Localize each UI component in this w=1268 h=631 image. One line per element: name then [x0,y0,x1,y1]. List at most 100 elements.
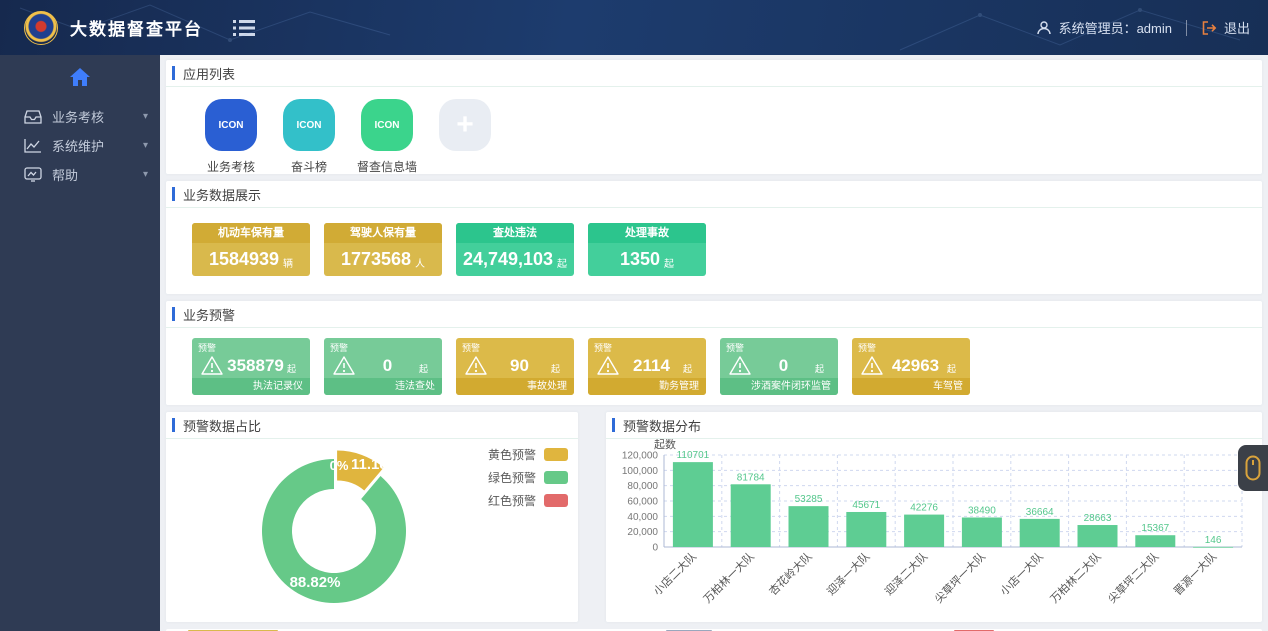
warning-triangle-icon [597,356,619,375]
app-shortcut[interactable]: ICON 奋斗榜 [270,99,348,174]
app-shortcut[interactable]: ICON 督查信息墙 [348,99,426,174]
charts-row: 预警数据占比 0% 11.18% 88.82% 黄色预警 绿色预警 红色预警 预警数据分… [166,412,1262,629]
warning-unit: 起 [550,364,560,374]
section-accent-bar [172,418,175,432]
warning-count: 0 [778,355,789,375]
x-category-label: 小店二大队 [650,549,699,598]
donut-panel-header: 预警数据占比 [166,412,578,439]
app-icon: ICON [283,99,335,151]
section-accent-bar [172,307,175,321]
sidebar-item-3[interactable]: 帮助 ▾ [0,160,160,189]
chevron-down-icon: ▾ [142,140,148,151]
legend-swatch [544,471,568,484]
warning-triangle-icon [333,356,355,375]
sidebar-menu: 业务考核 ▾ 系统维护 ▾ 帮助 ▾ [0,102,160,189]
warning-triangle-icon [861,356,883,375]
stat-card-value: 1584939 [208,249,280,269]
warning-unit: 起 [682,364,692,374]
current-user[interactable]: 系统管理员：admin [1036,18,1172,37]
bar [788,506,829,547]
stat-card: 处理事故 1350 起 [588,223,706,276]
x-category-label: 小店一大队 [997,549,1046,598]
stat-card-value-row: 24,749,103 起 [456,243,574,276]
warning-unit: 起 [286,364,296,374]
stat-card-unit: 人 [415,258,426,270]
legend-item[interactable]: 绿色预警 [488,469,568,486]
warning-card[interactable]: 预警 0 起涉酒案件闭环监管 [720,338,838,395]
stat-card-unit: 辆 [283,258,294,270]
legend-swatch [544,494,568,507]
bar [961,517,1002,547]
bar [672,462,713,547]
warning-card[interactable]: 预警 42963 起车驾管 [852,338,970,395]
y-tick-label: 0 [652,543,658,554]
help-screen-icon [24,167,42,182]
app-shortcut[interactable]: ICON 业务考核 [192,99,270,174]
bar-value-label: 28663 [1084,513,1112,524]
mouse-icon [1245,455,1261,481]
collapse-menu-icon[interactable] [233,19,255,37]
police-badge-logo [24,10,58,45]
sidebar-home-button[interactable] [0,55,160,102]
home-icon [70,68,90,86]
bar [904,514,945,547]
warning-card-label: 车驾管 [852,378,970,395]
stat-card-value-row: 1584939 辆 [192,243,310,276]
stat-card-value: 24,749,103 [462,249,554,269]
stat-cards: 机动车保有量 1584939 辆驾驶人保有量 1773568 人查处违法 24,749,1… [166,208,1262,294]
bar-ylabel: 起数 [654,439,676,451]
donut-section-title: 预警数据占比 [183,418,262,434]
user-icon [1036,20,1051,34]
bar-value-label: 36664 [1026,507,1054,518]
app-icon: ICON [361,99,413,151]
warning-tag: 预警 [726,343,745,353]
legend-item[interactable]: 黄色预警 [488,446,568,463]
warning-card[interactable]: 预警 358879 起执法记录仪 [192,338,310,395]
warning-card[interactable]: 预警 90 起事故处理 [456,338,574,395]
legend-item[interactable]: 红色预警 [488,492,568,509]
x-category-label: 杏花岭大队 [766,549,815,598]
warnings-section-title: 业务预警 [183,307,236,323]
scroll-mouse-widget[interactable] [1238,445,1268,491]
warning-card-label: 事故处理 [456,378,574,395]
warning-triangle-icon [201,356,223,375]
stat-card-value-row: 1773568 人 [324,243,442,276]
warning-card[interactable]: 预警 0 起违法查处 [324,338,442,395]
apps-panel-header: 应用列表 [166,60,1262,87]
stat-card: 机动车保有量 1584939 辆 [192,223,310,276]
app-label: 业务考核 [206,160,255,174]
warnings-panel: 业务预警 预警 358879 起执法记录仪 预警 0 起违法查处 预警 90 起事故处理 预警 21… [166,301,1262,405]
inbox-icon [24,110,42,124]
x-category-label: 尖草坪一大队 [931,549,988,606]
bar-panel: 预警数据分布 起数 0 20,000 40,000 60,000 80,000 100,00… [606,412,1262,622]
sidebar-item-1[interactable]: 业务考核 ▾ [0,102,160,131]
bar-value-label: 110701 [677,450,710,461]
donut-panel: 预警数据占比 0% 11.18% 88.82% 黄色预警 绿色预警 红色预警 [166,412,578,622]
section-accent-bar [172,187,175,201]
logout-button[interactable]: 退出 [1201,18,1250,37]
add-app-button[interactable]: + [439,99,491,151]
sidebar-item-2[interactable]: 系统维护 ▾ [0,131,160,160]
warning-tag: 预警 [198,343,217,353]
stat-card-unit: 起 [557,258,568,270]
x-category-label: 尖草坪二大队 [1105,549,1162,606]
sidebar-item-label: 业务考核 [52,110,105,125]
warning-cards: 预警 358879 起执法记录仪 预警 0 起违法查处 预警 90 起事故处理 预警 2114 起勤务… [166,328,1262,405]
bar [846,511,887,547]
donut-label-red: 0% [330,458,349,473]
warning-unit: 起 [418,364,428,374]
line-chart-icon [24,139,41,153]
warning-card[interactable]: 预警 2114 起勤务管理 [588,338,706,395]
logout-icon [1202,20,1217,35]
warning-count: 42963 [891,355,940,375]
stat-card-title: 驾驶人保有量 [324,223,442,243]
warning-card-label: 勤务管理 [588,378,706,395]
warnings-panel-header: 业务预警 [166,301,1262,328]
apps-panel: 应用列表 ICON 业务考核 ICON 奋斗榜 ICON 督查信息墙 + [166,60,1262,174]
legend-label: 红色预警 [487,494,536,508]
warning-count: 358879 [227,355,284,375]
y-tick-label: 120,000 [622,451,659,462]
header-divider [1185,19,1187,36]
bar-chart-area: 起数 0 20,000 40,000 60,000 80,000 100,000 120,00… [606,438,1262,621]
